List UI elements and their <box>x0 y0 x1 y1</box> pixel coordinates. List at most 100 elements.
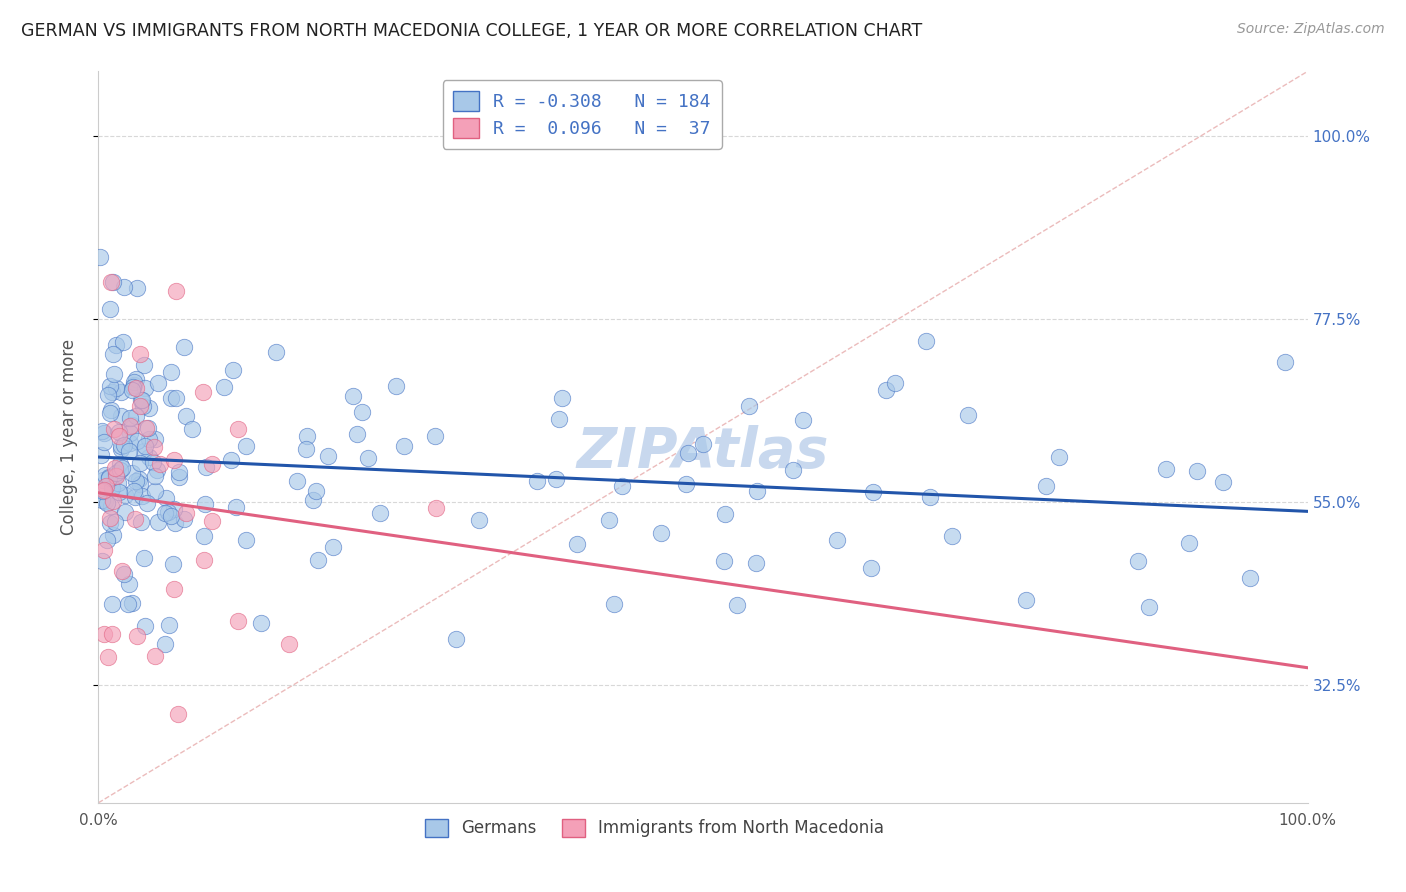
Point <box>825 533 848 547</box>
Point <box>226 614 249 628</box>
Point <box>114 505 136 519</box>
Point <box>148 376 170 390</box>
Point <box>91 473 114 487</box>
Point <box>96 533 118 548</box>
Text: Source: ZipAtlas.com: Source: ZipAtlas.com <box>1237 22 1385 37</box>
Point <box>163 582 186 597</box>
Point <box>98 469 121 483</box>
Point <box>162 558 184 572</box>
Point <box>222 363 245 377</box>
Point <box>111 564 134 578</box>
Point <box>132 358 155 372</box>
Point <box>235 533 257 547</box>
Point <box>167 707 190 722</box>
Point <box>163 501 186 516</box>
Point <box>193 553 215 567</box>
Point <box>165 516 187 530</box>
Point <box>235 439 257 453</box>
Point <box>167 470 190 484</box>
Point <box>104 515 127 529</box>
Point <box>117 443 139 458</box>
Point <box>110 442 132 456</box>
Point <box>89 250 111 264</box>
Point <box>118 425 141 440</box>
Point <box>125 434 148 448</box>
Point <box>884 376 907 391</box>
Point <box>157 617 180 632</box>
Point <box>125 409 148 423</box>
Point <box>91 492 114 507</box>
Point <box>121 379 143 393</box>
Point <box>135 496 157 510</box>
Point <box>101 275 124 289</box>
Point <box>108 429 131 443</box>
Point <box>110 409 132 423</box>
Point <box>181 422 204 436</box>
Point <box>468 513 491 527</box>
Point <box>219 453 242 467</box>
Point <box>745 556 768 570</box>
Point <box>914 334 936 348</box>
Point <box>100 402 122 417</box>
Point <box>122 378 145 392</box>
Point <box>93 493 115 508</box>
Point <box>91 424 114 438</box>
Point <box>526 475 548 489</box>
Point <box>129 346 152 360</box>
Point <box>352 405 374 419</box>
Point <box>550 391 572 405</box>
Point <box>91 484 114 499</box>
Point <box>100 384 122 399</box>
Point <box>307 552 329 566</box>
Point <box>692 437 714 451</box>
Point <box>122 375 145 389</box>
Point <box>103 422 125 436</box>
Point <box>249 615 271 630</box>
Point <box>112 280 135 294</box>
Point <box>125 381 148 395</box>
Point <box>100 406 122 420</box>
Point <box>167 465 190 479</box>
Point <box>131 515 153 529</box>
Point <box>112 438 135 452</box>
Point <box>114 566 136 581</box>
Point <box>745 483 768 498</box>
Point <box>132 399 155 413</box>
Point <box>444 632 467 646</box>
Point <box>676 446 699 460</box>
Point <box>713 507 735 521</box>
Point <box>304 483 326 498</box>
Point <box>131 489 153 503</box>
Point <box>544 472 567 486</box>
Point <box>1239 570 1261 584</box>
Point <box>264 344 287 359</box>
Point <box>956 408 979 422</box>
Point <box>110 439 132 453</box>
Point <box>173 340 195 354</box>
Point <box>121 384 143 398</box>
Point <box>100 598 122 612</box>
Point <box>131 392 153 407</box>
Point <box>316 449 339 463</box>
Point <box>108 425 131 439</box>
Point <box>201 514 224 528</box>
Point <box>110 385 132 400</box>
Point <box>385 378 408 392</box>
Point <box>134 381 156 395</box>
Point <box>423 428 446 442</box>
Point <box>138 401 160 416</box>
Point <box>1139 600 1161 615</box>
Point <box>941 529 963 543</box>
Point <box>111 461 134 475</box>
Point <box>201 458 224 472</box>
Point <box>124 491 146 505</box>
Point <box>142 455 165 469</box>
Point <box>174 506 197 520</box>
Point <box>103 493 125 508</box>
Point <box>128 477 150 491</box>
Point <box>1015 592 1038 607</box>
Point <box>121 596 143 610</box>
Point <box>301 493 323 508</box>
Point <box>157 505 180 519</box>
Point <box>98 378 121 392</box>
